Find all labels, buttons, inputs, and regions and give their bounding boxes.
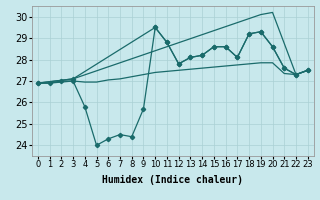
X-axis label: Humidex (Indice chaleur): Humidex (Indice chaleur)	[102, 175, 243, 185]
